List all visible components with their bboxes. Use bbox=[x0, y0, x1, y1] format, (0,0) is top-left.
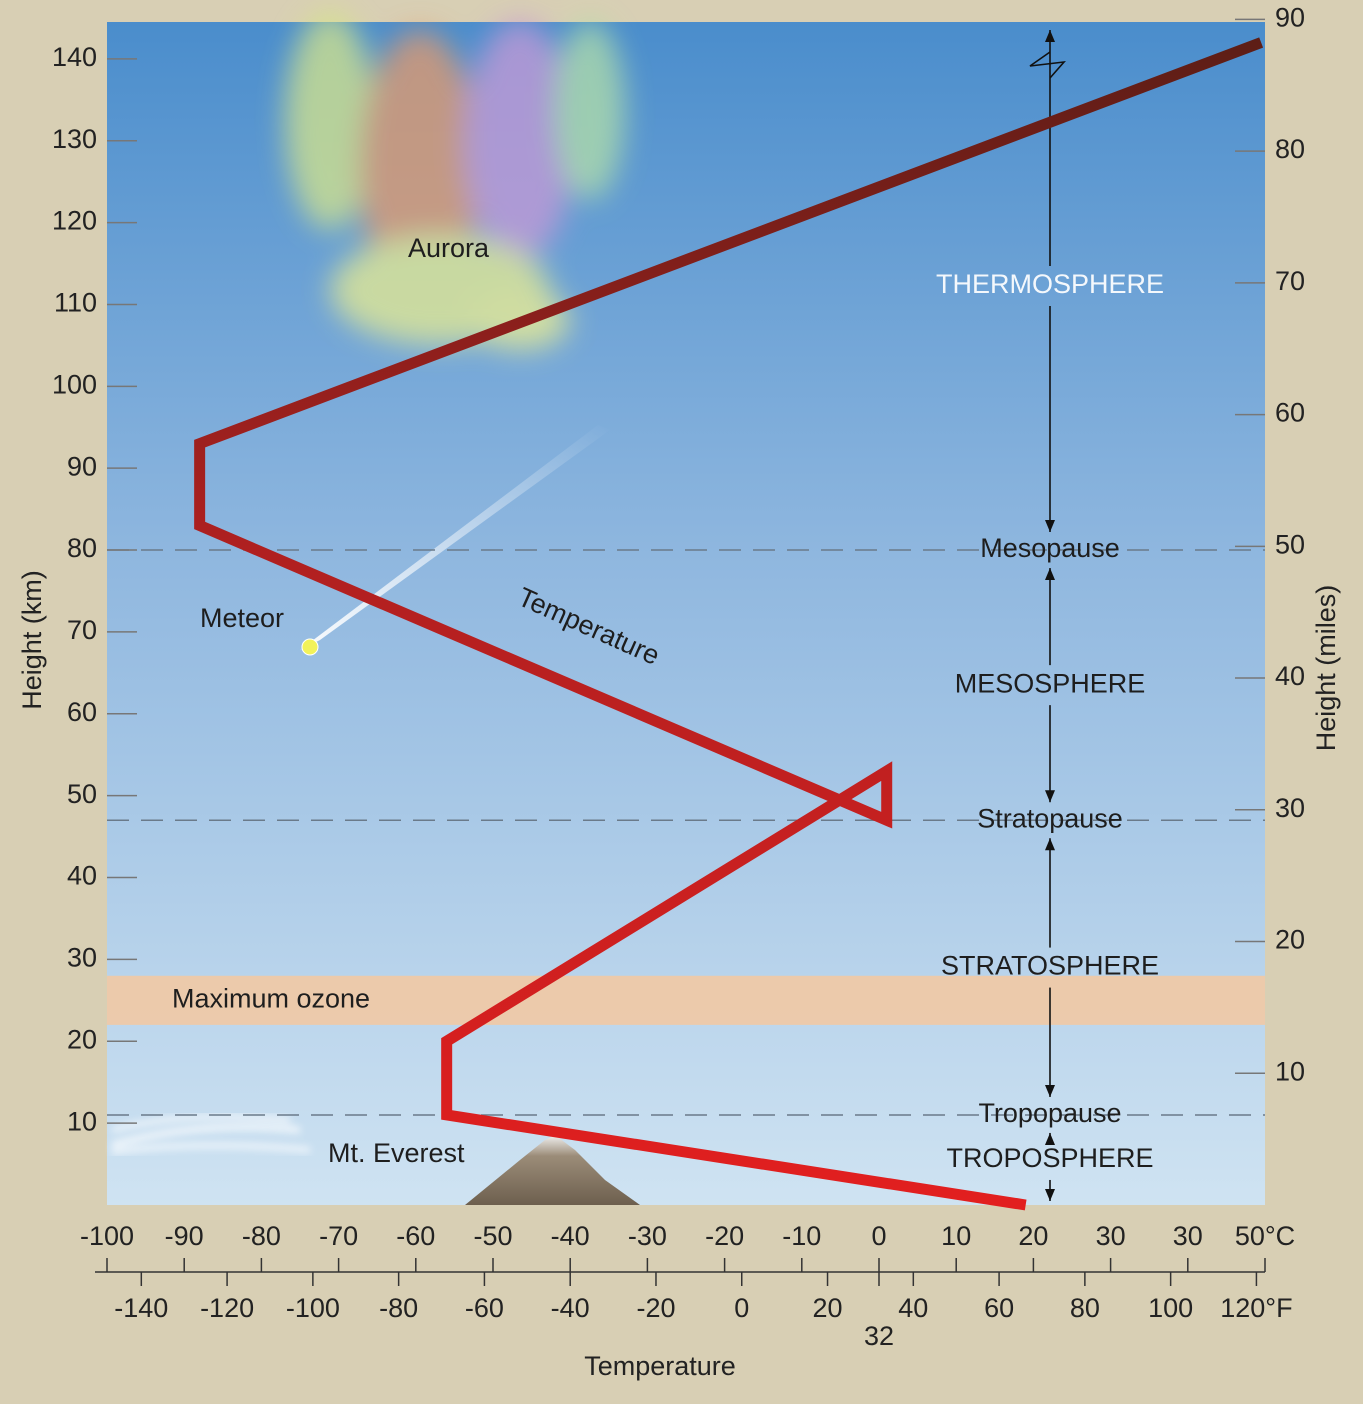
x2-tick-label: 100 bbox=[1148, 1293, 1193, 1323]
x2-tick-label: 40 bbox=[898, 1293, 928, 1323]
x2-tick-label: -60 bbox=[465, 1293, 504, 1323]
x-tick-label: 0 bbox=[871, 1221, 886, 1251]
y-tick-label: 130 bbox=[52, 124, 97, 154]
y-tick-label: 10 bbox=[67, 1106, 97, 1136]
x-tick-label: -40 bbox=[551, 1221, 590, 1251]
y-axis-title: Height (km) bbox=[17, 570, 47, 710]
x-tick-label: -20 bbox=[705, 1221, 744, 1251]
boundary-label: Tropopause bbox=[978, 1098, 1121, 1128]
x-tick-label: 30 bbox=[1173, 1221, 1203, 1251]
x2-tick-label: -120 bbox=[200, 1293, 254, 1323]
layer-label: THERMOSPHERE bbox=[936, 269, 1164, 299]
x-tick-label: 20 bbox=[1018, 1221, 1048, 1251]
x-tick-label: -10 bbox=[782, 1221, 821, 1251]
meteor-head bbox=[302, 639, 318, 655]
x2-tick-label: 120°F bbox=[1220, 1293, 1292, 1323]
y-tick-label: 60 bbox=[67, 697, 97, 727]
x2-tick-label: -40 bbox=[551, 1293, 590, 1323]
x-tick-label: -100 bbox=[80, 1221, 134, 1251]
annotation: Mt. Everest bbox=[328, 1138, 465, 1168]
y2-tick-label: 50 bbox=[1275, 529, 1305, 559]
y2-tick-label: 30 bbox=[1275, 793, 1305, 823]
x2-tick-label: 32 bbox=[864, 1321, 894, 1351]
layer-label: STRATOSPHERE bbox=[941, 951, 1159, 981]
y2-tick-label: 20 bbox=[1275, 925, 1305, 955]
y2-tick-label: 70 bbox=[1275, 266, 1305, 296]
annotation: Meteor bbox=[200, 603, 284, 633]
y2-tick-label: 80 bbox=[1275, 134, 1305, 164]
layer-label: TROPOSPHERE bbox=[946, 1143, 1153, 1173]
y-tick-label: 70 bbox=[67, 615, 97, 645]
y-tick-label: 50 bbox=[67, 779, 97, 809]
x2-tick-label: 80 bbox=[1070, 1293, 1100, 1323]
x-tick-label: -70 bbox=[319, 1221, 358, 1251]
x-axis-title: Temperature bbox=[584, 1351, 736, 1381]
y-tick-label: 20 bbox=[67, 1024, 97, 1054]
x-tick-label: -30 bbox=[628, 1221, 667, 1251]
x2-tick-label: -80 bbox=[379, 1293, 418, 1323]
x-tick-label: 50°C bbox=[1235, 1221, 1295, 1251]
y-tick-label: 100 bbox=[52, 369, 97, 399]
ozone-label: Maximum ozone bbox=[172, 983, 370, 1013]
x2-tick-label: 60 bbox=[984, 1293, 1014, 1323]
y-tick-label: 80 bbox=[67, 533, 97, 563]
y-tick-label: 40 bbox=[67, 861, 97, 891]
x2-tick-label: -140 bbox=[114, 1293, 168, 1323]
y-tick-label: 30 bbox=[67, 943, 97, 973]
boundary-label: Stratopause bbox=[977, 803, 1123, 833]
x-tick-label: -60 bbox=[396, 1221, 435, 1251]
y-tick-label: 140 bbox=[52, 42, 97, 72]
x-tick-label: -50 bbox=[473, 1221, 512, 1251]
x2-tick-label: -100 bbox=[286, 1293, 340, 1323]
y-tick-label: 90 bbox=[67, 451, 97, 481]
y2-tick-label: 10 bbox=[1275, 1056, 1305, 1086]
boundary-label: Mesopause bbox=[980, 533, 1120, 563]
y2-tick-label: 90 bbox=[1275, 2, 1305, 32]
chart: Maximum ozone Aurora Meteor Mt. Everest Trop… bbox=[0, 0, 1363, 1404]
x-tick-label: 10 bbox=[941, 1221, 971, 1251]
y2-tick-label: 60 bbox=[1275, 398, 1305, 428]
y2-axis-title: Height (miles) bbox=[1311, 585, 1341, 752]
layer-label: MESOSPHERE bbox=[955, 668, 1146, 698]
x2-tick-label: 0 bbox=[734, 1293, 749, 1323]
y2-tick-label: 40 bbox=[1275, 661, 1305, 691]
x2-tick-label: -20 bbox=[636, 1293, 675, 1323]
annotation: Aurora bbox=[408, 233, 490, 263]
y-tick-label: 110 bbox=[54, 288, 97, 318]
x-tick-label: -80 bbox=[242, 1221, 281, 1251]
x-tick-label: 30 bbox=[1096, 1221, 1126, 1251]
x2-tick-label: 20 bbox=[813, 1293, 843, 1323]
x-tick-label: -90 bbox=[165, 1221, 204, 1251]
y-tick-label: 120 bbox=[52, 206, 97, 236]
